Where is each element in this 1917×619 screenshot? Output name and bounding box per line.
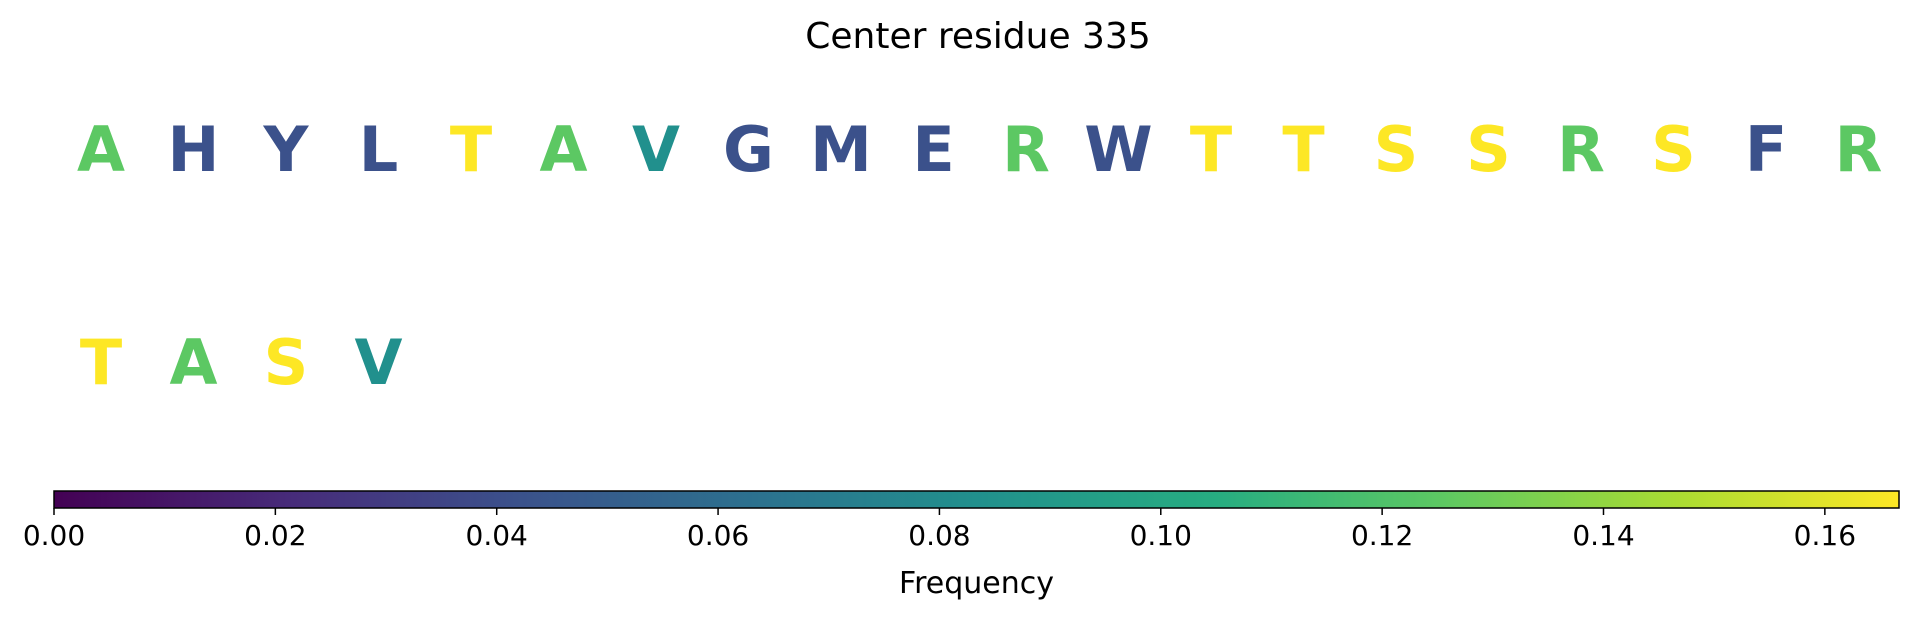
residue-letter: S xyxy=(1374,113,1419,186)
residue-letter: T xyxy=(80,326,122,399)
residue-letter: Y xyxy=(263,113,310,186)
colorbar-tick-label: 0.14 xyxy=(1572,519,1634,552)
residue-letter: A xyxy=(540,113,588,186)
residue-letter: S xyxy=(1466,113,1511,186)
residue-letter: R xyxy=(1002,113,1050,186)
residue-letter: E xyxy=(912,113,954,186)
residue-letter: G xyxy=(723,113,774,186)
colorbar-tick-label: 0.08 xyxy=(908,519,970,552)
residue-letter: H xyxy=(168,113,220,186)
chart-title: Center residue 335 xyxy=(805,16,1151,57)
residue-letter: S xyxy=(1651,113,1696,186)
residue-letter: T xyxy=(1282,113,1324,186)
colorbar-tick-label: 0.12 xyxy=(1351,519,1413,552)
residue-letter: A xyxy=(170,326,218,399)
residue-letter: R xyxy=(1557,113,1605,186)
residue-letter: S xyxy=(264,326,309,399)
residue-letter: M xyxy=(810,113,872,186)
colorbar-tick-label: 0.04 xyxy=(466,519,528,552)
residue-letter: W xyxy=(1084,113,1152,186)
residue-letters: A H Y L T A V G M E R W T T S S R S F RT A S V xyxy=(77,113,1882,399)
colorbar-tick-label: 0.00 xyxy=(23,519,85,552)
residue-letter: V xyxy=(632,113,680,186)
residue-letter: F xyxy=(1745,113,1787,186)
colorbar-ticks: 0.00 0.02 0.04 0.06 0.08 0.10 0.12 0.14 0.16 xyxy=(23,508,1856,552)
residue-letter: T xyxy=(450,113,492,186)
colorbar-label: Frequency xyxy=(899,566,1054,601)
residue-letter: V xyxy=(355,326,403,399)
colorbar-tick-label: 0.10 xyxy=(1130,519,1192,552)
colorbar-tick-label: 0.06 xyxy=(687,519,749,552)
residue-letter: L xyxy=(359,113,399,186)
residue-letter: R xyxy=(1835,113,1883,186)
colorbar-tick-label: 0.16 xyxy=(1794,519,1856,552)
residue-letter: T xyxy=(1190,113,1232,186)
colorbar: 0.00 0.02 0.04 0.06 0.08 0.10 0.12 0.14 0.16 Fre… xyxy=(23,490,1900,601)
colorbar-gradient xyxy=(53,490,1900,509)
residue-letter: A xyxy=(77,113,125,186)
colorbar-tick-label: 0.02 xyxy=(244,519,306,552)
